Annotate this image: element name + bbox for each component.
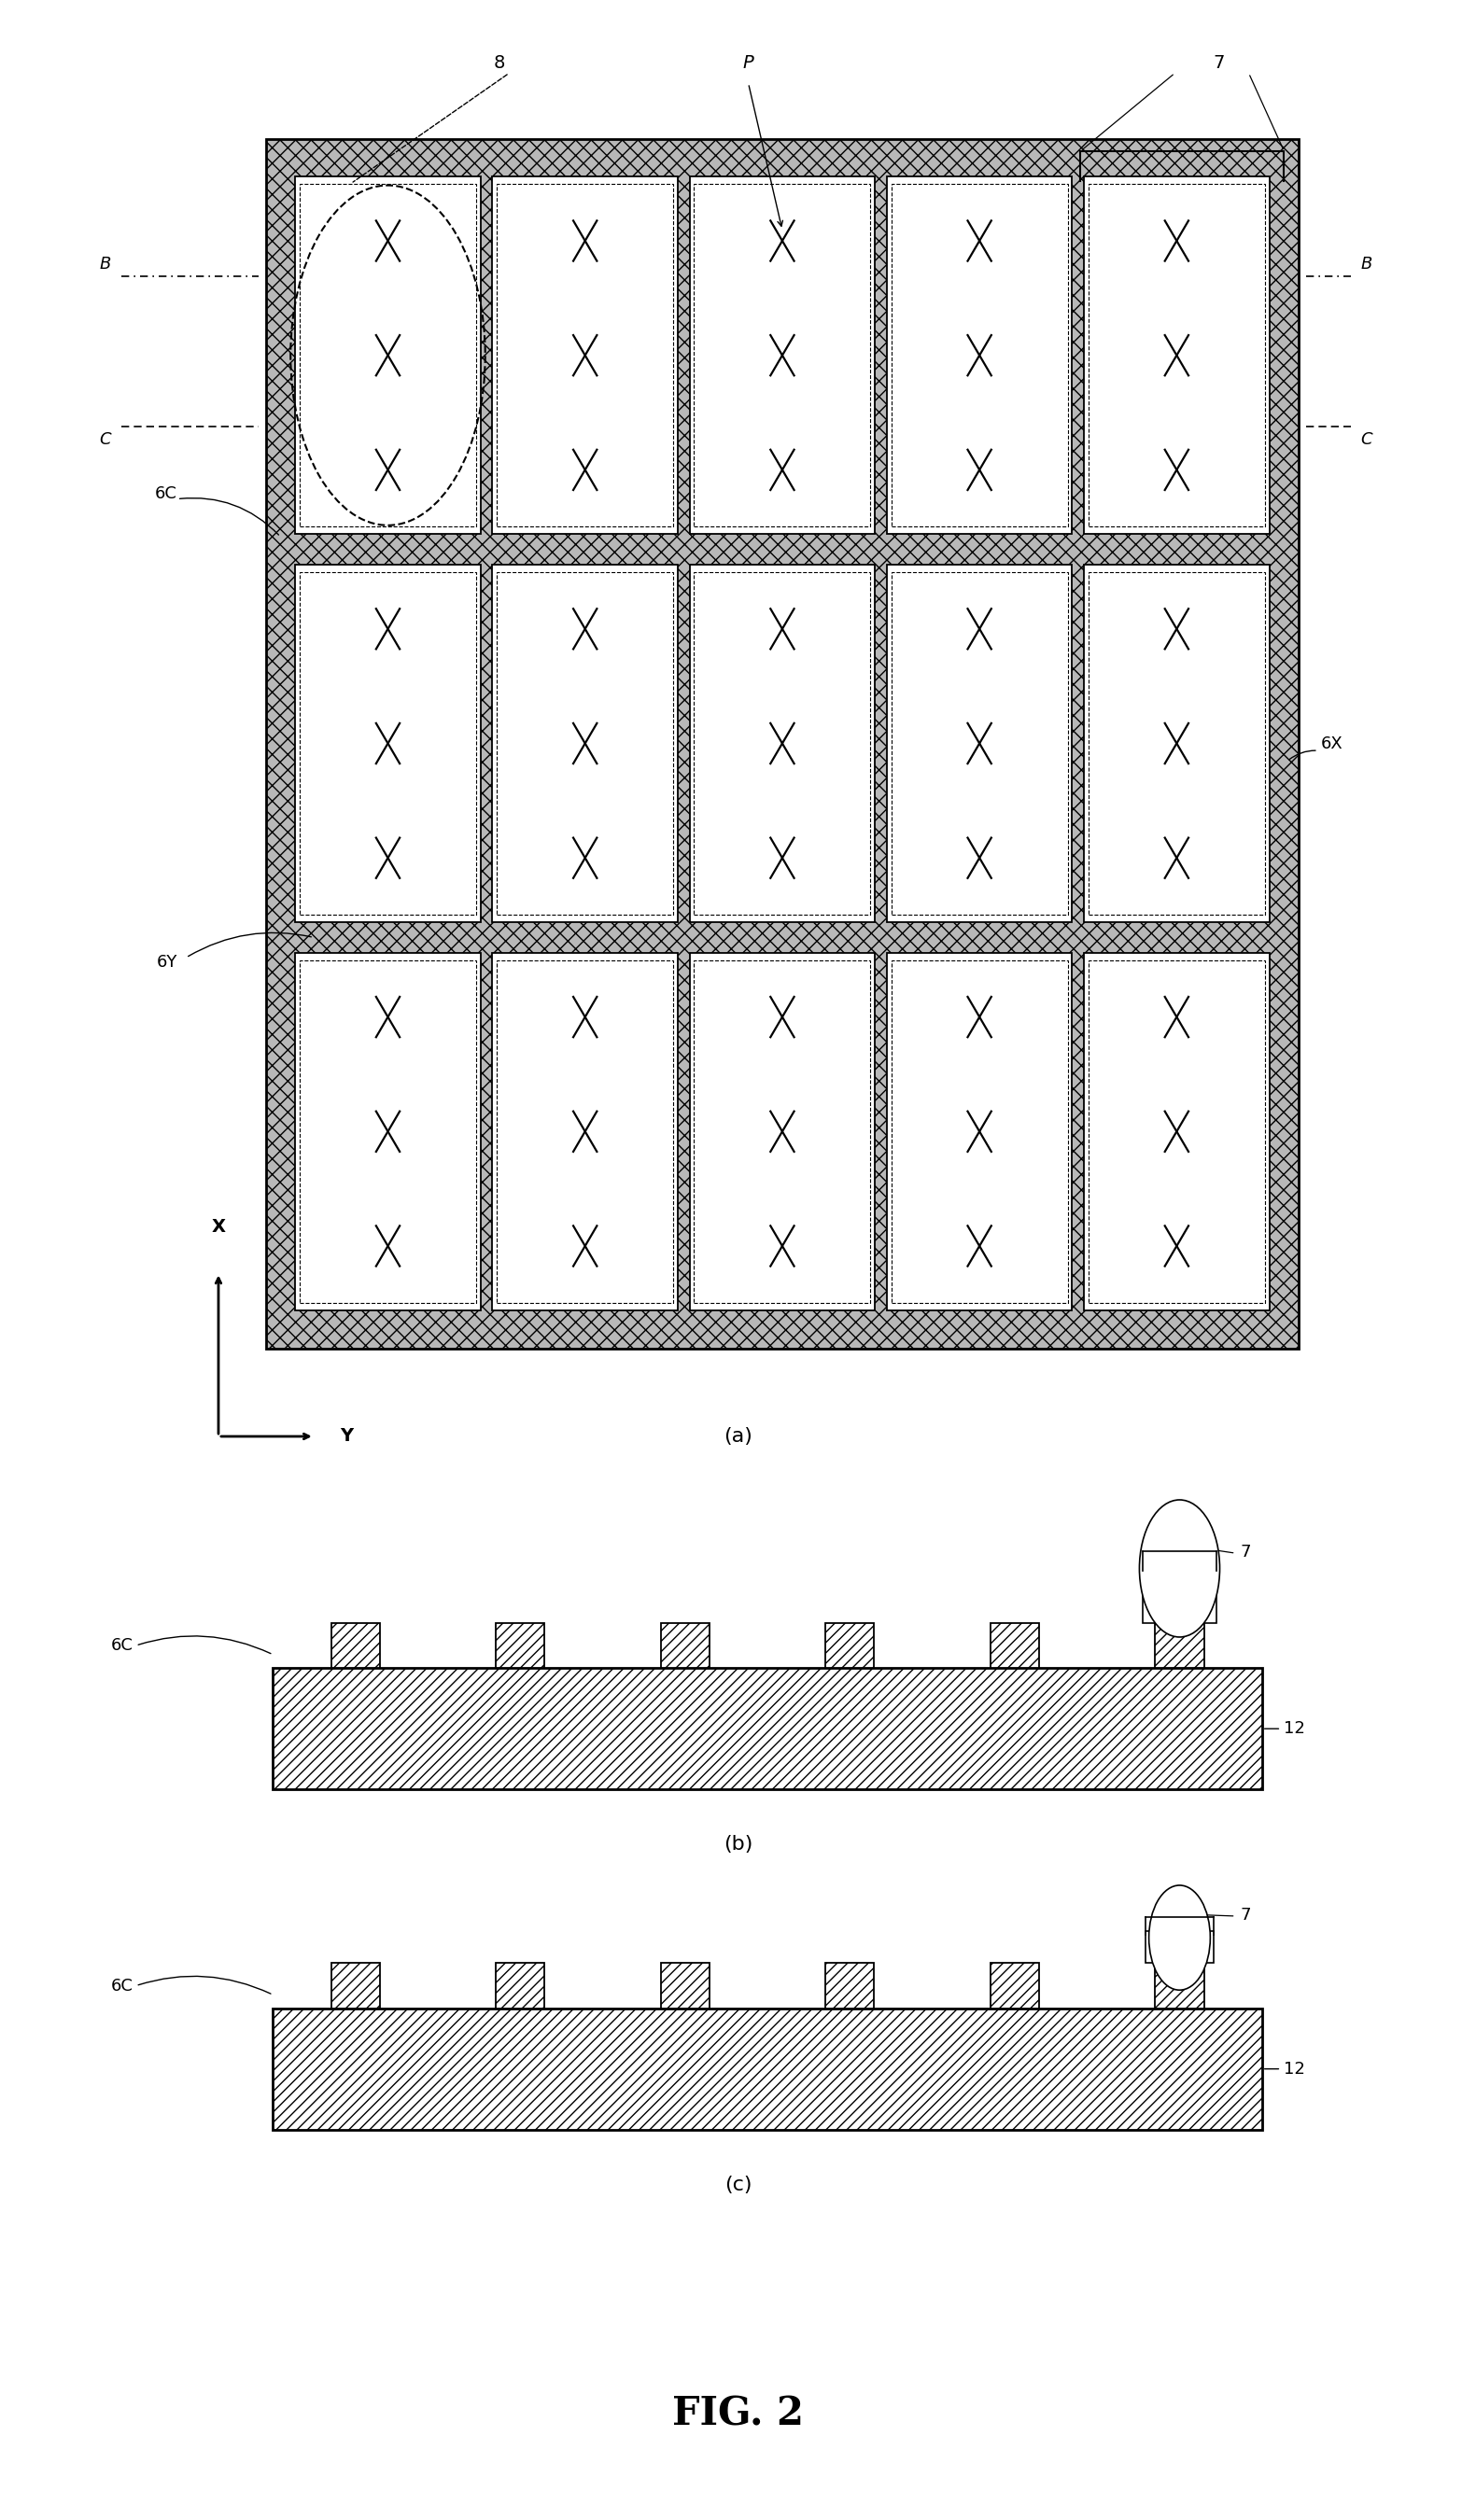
Bar — [295, 953, 481, 1310]
Bar — [892, 572, 1067, 915]
Text: 12: 12 — [1284, 1721, 1305, 1736]
Text: 8: 8 — [493, 53, 505, 73]
Bar — [825, 1623, 874, 1668]
Bar — [825, 1963, 874, 2008]
Bar — [1083, 176, 1269, 534]
Bar — [331, 1623, 379, 1668]
Bar — [1145, 1930, 1213, 1963]
Bar — [295, 176, 481, 534]
Text: B: B — [99, 255, 111, 272]
Bar — [493, 953, 677, 1310]
Bar — [990, 1963, 1039, 2008]
Bar — [1142, 1567, 1216, 1623]
Bar — [694, 184, 871, 527]
Bar — [300, 960, 477, 1303]
Text: FIG. 2: FIG. 2 — [672, 2394, 804, 2434]
Text: B: B — [1361, 255, 1373, 272]
Text: P: P — [742, 53, 754, 73]
Bar — [1156, 1963, 1204, 2008]
Bar — [1088, 960, 1265, 1303]
Text: 6C: 6C — [111, 1978, 133, 1993]
Bar — [1088, 572, 1265, 915]
Bar — [300, 184, 477, 527]
Bar — [887, 953, 1072, 1310]
Circle shape — [1139, 1499, 1219, 1638]
Text: C: C — [1361, 431, 1373, 449]
Bar — [497, 960, 673, 1303]
Circle shape — [1148, 1885, 1210, 1991]
Bar — [300, 572, 477, 915]
Bar — [497, 184, 673, 527]
Text: X: X — [211, 1217, 226, 1237]
Bar — [295, 564, 481, 922]
Bar — [689, 564, 875, 922]
Text: 12: 12 — [1284, 2061, 1305, 2076]
Bar — [887, 176, 1072, 534]
Text: 7: 7 — [1241, 1545, 1252, 1560]
Bar — [689, 953, 875, 1310]
Bar — [1083, 953, 1269, 1310]
Bar — [990, 1623, 1039, 1668]
Bar — [694, 572, 871, 915]
Text: 6X: 6X — [1321, 736, 1343, 751]
Bar — [694, 960, 871, 1303]
Text: (c): (c) — [725, 2175, 751, 2195]
Bar — [689, 176, 875, 534]
Bar — [273, 2008, 1262, 2129]
Text: 6C: 6C — [155, 486, 177, 501]
Bar — [1156, 1623, 1204, 1668]
Text: Y: Y — [341, 1426, 353, 1446]
Bar — [892, 960, 1067, 1303]
Bar — [493, 564, 677, 922]
Text: C: C — [99, 431, 111, 449]
Bar — [1088, 184, 1265, 527]
Text: 6C: 6C — [111, 1638, 133, 1653]
Text: 6Y: 6Y — [156, 955, 177, 970]
Bar — [496, 1963, 545, 2008]
Bar — [661, 1963, 710, 2008]
Bar — [892, 184, 1067, 527]
Text: 7: 7 — [1213, 53, 1225, 73]
Bar — [497, 572, 673, 915]
Bar — [493, 176, 677, 534]
Text: 7: 7 — [1241, 1908, 1252, 1923]
Bar — [273, 1668, 1262, 1789]
Bar — [496, 1623, 545, 1668]
Bar — [1083, 564, 1269, 922]
Bar — [331, 1963, 379, 2008]
Text: (a): (a) — [723, 1426, 753, 1446]
Text: (b): (b) — [723, 1835, 753, 1855]
Bar — [661, 1623, 710, 1668]
Bar — [887, 564, 1072, 922]
Bar — [266, 139, 1299, 1348]
